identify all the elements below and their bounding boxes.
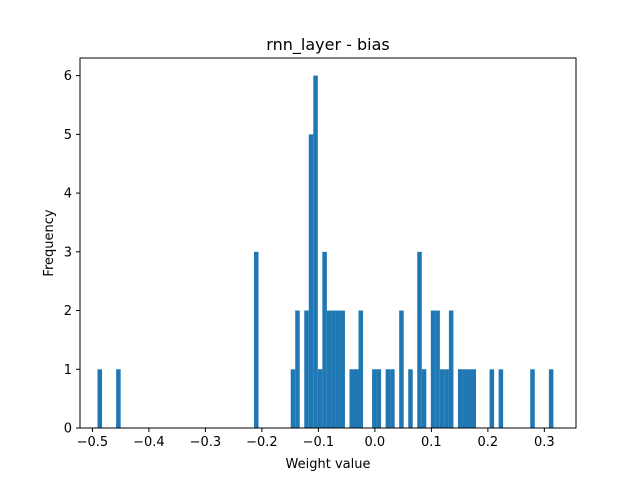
x-tick-label: 0.2 bbox=[478, 435, 499, 450]
histogram-bar bbox=[462, 369, 467, 428]
histogram-bar bbox=[254, 251, 259, 428]
histogram-bar bbox=[116, 369, 121, 428]
y-tick-label: 6 bbox=[64, 69, 72, 84]
histogram-bar bbox=[498, 369, 504, 428]
histogram-bar bbox=[385, 369, 391, 428]
histogram-bar bbox=[421, 369, 427, 428]
x-tick-label: 0.0 bbox=[365, 435, 386, 450]
histogram-bar bbox=[353, 369, 359, 428]
histogram-bar bbox=[548, 369, 554, 428]
histogram-bar bbox=[322, 251, 327, 428]
histogram-bar bbox=[530, 369, 535, 428]
y-tick-label: 1 bbox=[64, 363, 72, 378]
plot-frame bbox=[79, 57, 577, 429]
histogram-bar bbox=[448, 310, 454, 428]
histogram-bar bbox=[326, 310, 332, 428]
x-tick-label: 0.1 bbox=[421, 435, 442, 450]
histogram-bar bbox=[435, 310, 440, 428]
histogram-bar bbox=[489, 369, 495, 428]
histogram-bar bbox=[304, 310, 309, 428]
histogram-bar bbox=[295, 310, 300, 428]
histogram-bar bbox=[390, 369, 395, 428]
histogram-bar bbox=[444, 369, 449, 428]
chart-title: rnn_layer - bias bbox=[266, 35, 389, 55]
histogram-bar bbox=[335, 310, 341, 428]
y-tick-label: 3 bbox=[64, 245, 72, 260]
histogram-bar bbox=[471, 369, 477, 428]
x-tick-label: −0.5 bbox=[77, 435, 109, 450]
y-tick-label: 2 bbox=[64, 304, 72, 319]
y-axis-label: Frequency bbox=[42, 209, 57, 276]
histogram-bar bbox=[349, 369, 354, 428]
histogram-bar bbox=[340, 310, 345, 428]
x-tick-label: −0.3 bbox=[190, 435, 222, 450]
histogram-bar bbox=[97, 369, 103, 428]
histogram-bar bbox=[358, 310, 364, 428]
x-axis-ticks: −0.5 −0.4 −0.3 −0.2 −0.1 0.0 0.1 0.2 0.3 bbox=[77, 428, 555, 450]
x-tick-label: 0.3 bbox=[534, 435, 555, 450]
histogram-bar bbox=[308, 134, 314, 428]
histogram-bars bbox=[97, 75, 554, 429]
y-tick-label: 5 bbox=[64, 128, 72, 143]
histogram-bar bbox=[457, 369, 463, 428]
x-axis-label: Weight value bbox=[286, 457, 371, 472]
histogram-bar bbox=[317, 369, 323, 428]
histogram-bar bbox=[376, 369, 382, 428]
x-tick-label: −0.4 bbox=[133, 435, 165, 450]
y-tick-label: 4 bbox=[64, 187, 72, 202]
histogram-bar bbox=[331, 310, 336, 428]
histogram-bar bbox=[313, 75, 318, 429]
y-axis-ticks: 0 1 2 3 4 5 6 bbox=[64, 69, 80, 437]
histogram-bar bbox=[430, 310, 436, 428]
y-tick-label: 0 bbox=[64, 422, 72, 437]
x-tick-label: −0.2 bbox=[246, 435, 278, 450]
histogram-bar bbox=[466, 369, 472, 428]
x-tick-label: −0.1 bbox=[303, 435, 335, 450]
histogram-bar bbox=[439, 369, 445, 428]
histogram-bar bbox=[408, 369, 413, 428]
histogram-bar bbox=[290, 369, 296, 428]
histogram-bar bbox=[372, 369, 377, 428]
histogram-bar bbox=[399, 310, 404, 428]
histogram-bar bbox=[417, 251, 422, 428]
